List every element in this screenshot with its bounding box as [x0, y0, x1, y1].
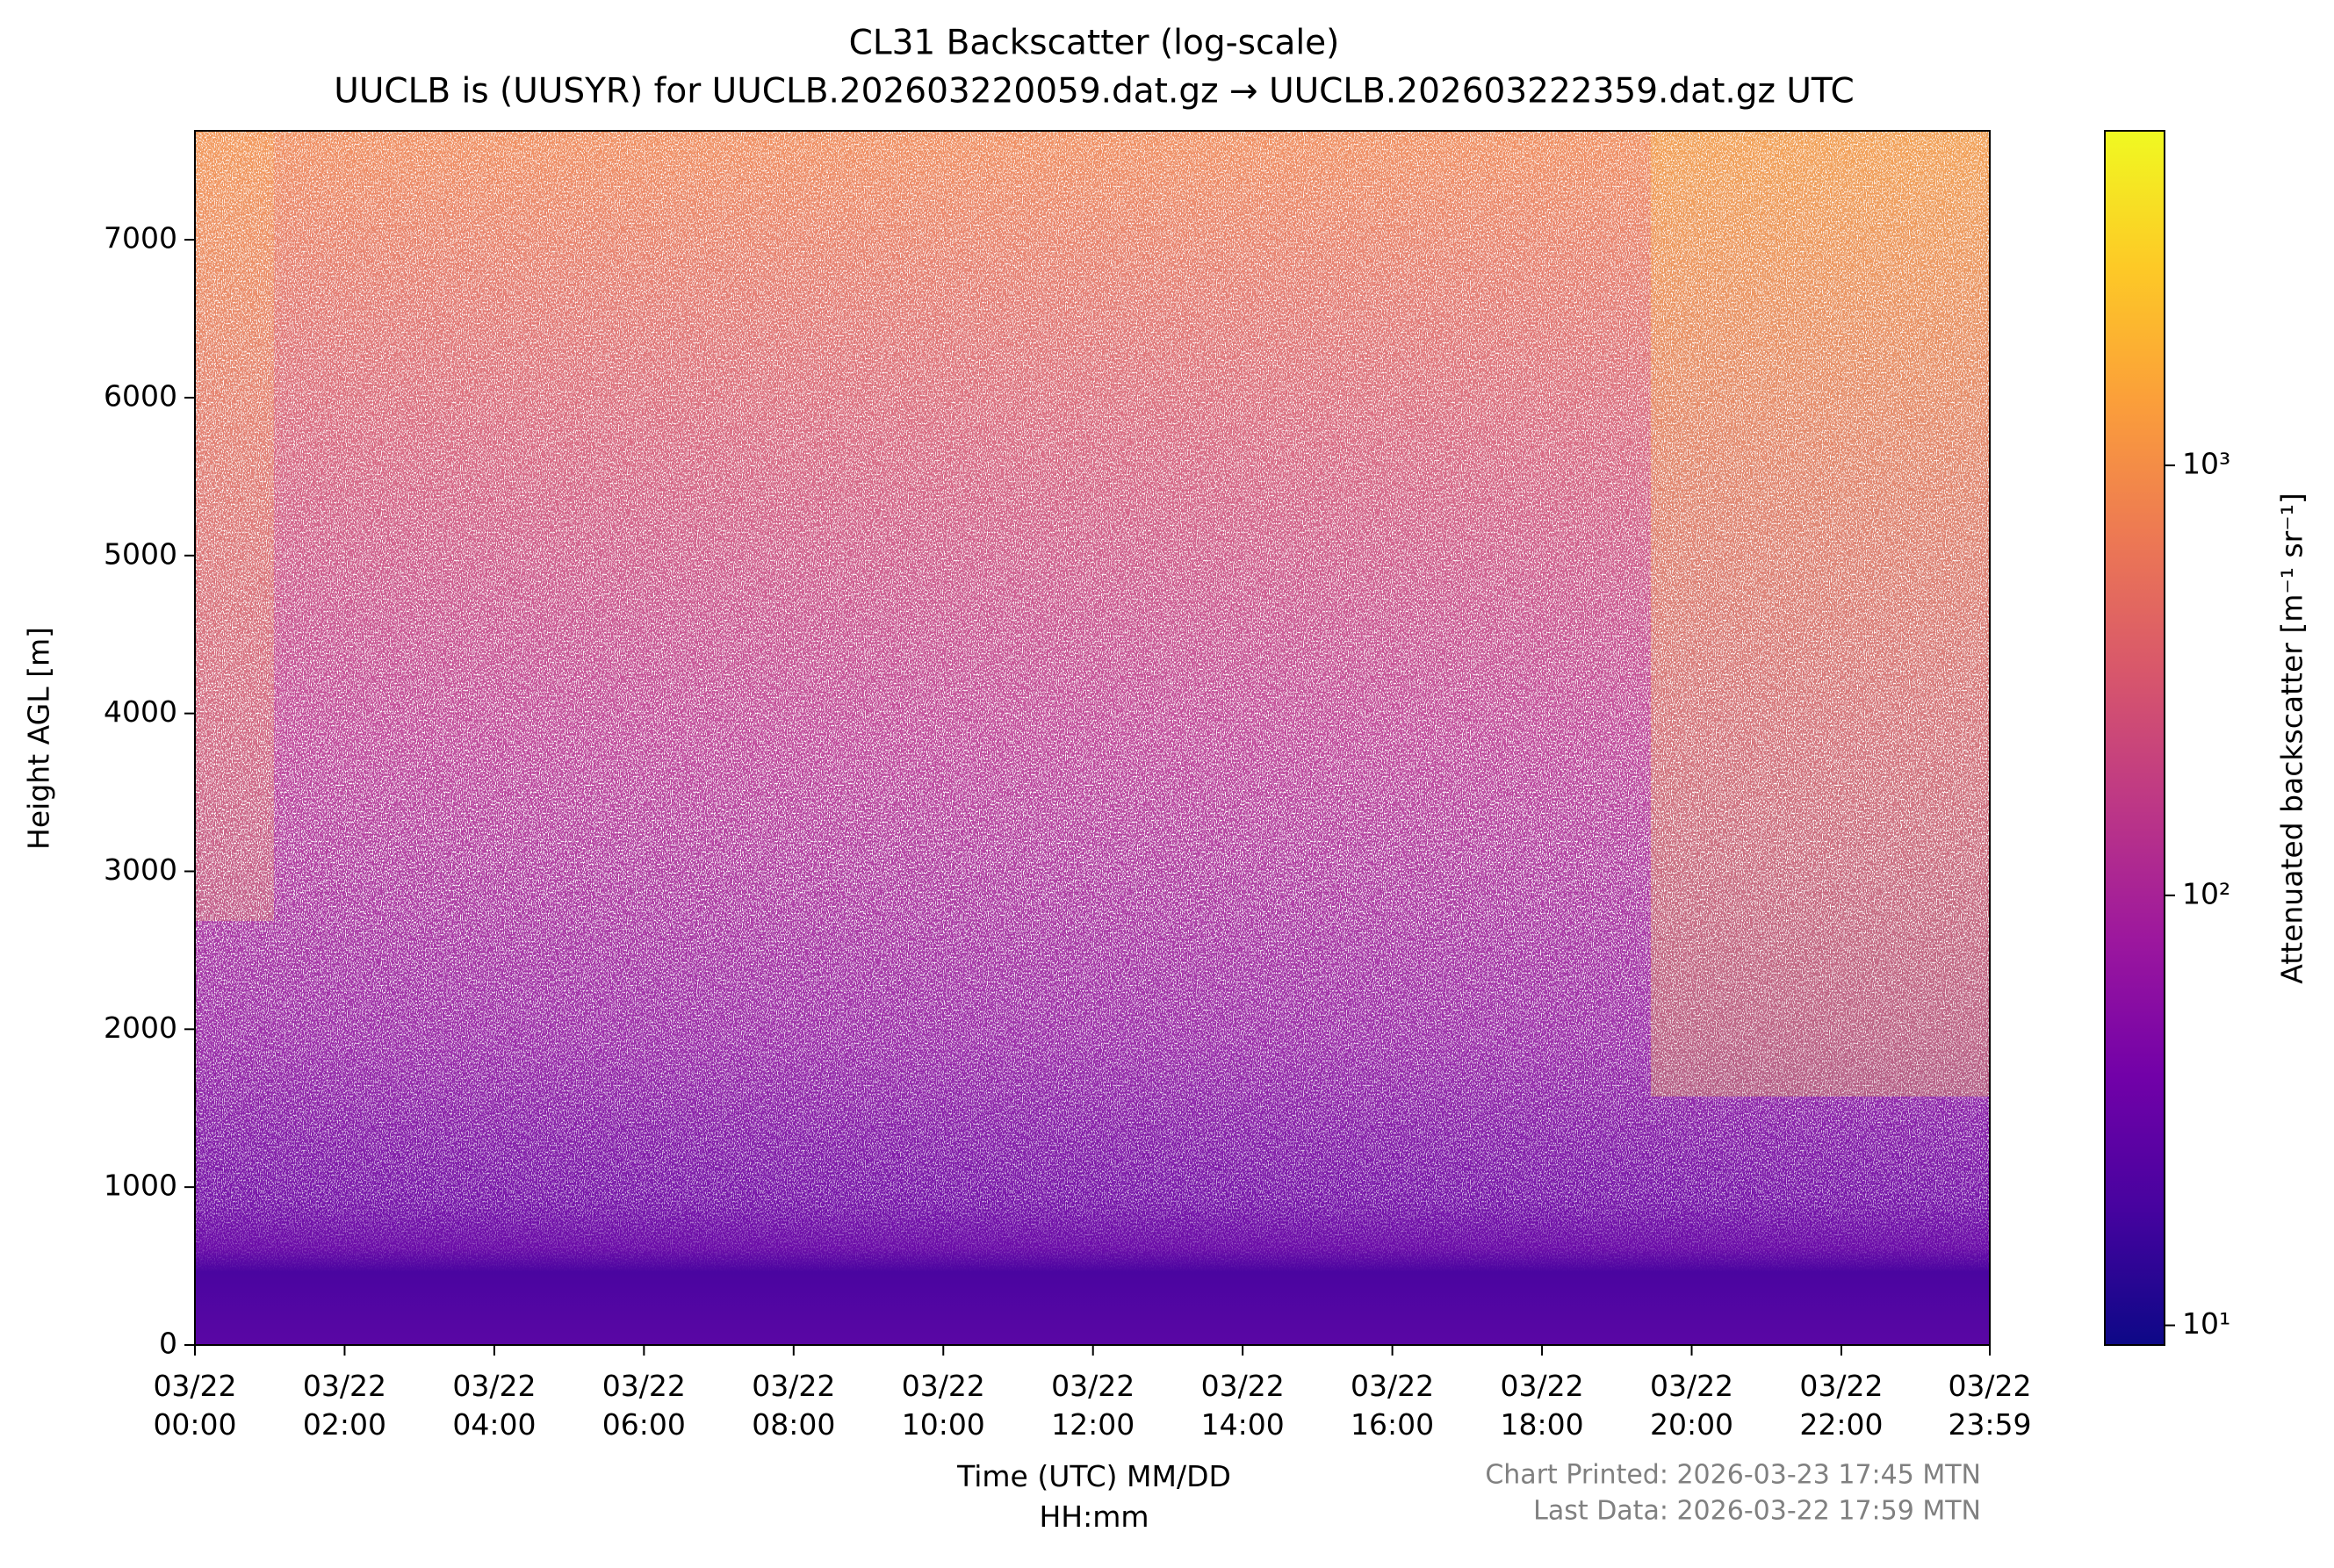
x-tick-label: 03/22 14:00: [1201, 1369, 1285, 1442]
chart-title: CL31 Backscatter (log-scale): [849, 24, 1340, 63]
colorbar-tick-label: 10²: [2182, 876, 2230, 910]
x-tick-label: 03/22 04:00: [452, 1369, 536, 1442]
y-axis-label: Height AGL [m]: [22, 627, 56, 850]
x-tick-label: 03/22 08:00: [752, 1369, 835, 1442]
x-tick-label: 03/22 12:00: [1051, 1369, 1135, 1442]
y-tick-label: 0: [159, 1327, 177, 1361]
x-tick-label: 03/22 18:00: [1501, 1369, 1584, 1442]
y-tick-label: 2000: [104, 1011, 177, 1045]
y-tick-label: 5000: [104, 536, 177, 571]
x-tick-label: 03/22 02:00: [303, 1369, 386, 1442]
x-tick-label: 03/22 20:00: [1650, 1369, 1733, 1442]
plot-area: [194, 130, 1991, 1346]
x-tick-label: 03/22 22:00: [1799, 1369, 1883, 1442]
y-tick-label: 7000: [104, 221, 177, 255]
chart-subtitle: UUCLB is (UUSYR) for UUCLB.202603220059.…: [334, 72, 1854, 111]
y-tick-label: 3000: [104, 852, 177, 887]
x-tick-label: 03/22 16:00: [1351, 1369, 1434, 1442]
footer-text: Chart Printed: 2026-03-23 17:45 MTN: [1485, 1460, 1981, 1491]
x-tick-label: 03/22 06:00: [602, 1369, 686, 1442]
y-tick-label: 1000: [104, 1169, 177, 1203]
footer-text: Last Data: 2026-03-22 17:59 MTN: [1533, 1496, 1981, 1527]
backscatter-speckle: [195, 131, 1990, 1345]
x-tick-label: 03/22 00:00: [153, 1369, 236, 1442]
colorbar: [2104, 130, 2165, 1346]
colorbar-label: Attenuated backscatter [m⁻¹ sr⁻¹]: [2275, 493, 2309, 984]
y-tick-label: 6000: [104, 378, 177, 413]
y-tick-label: 4000: [104, 694, 177, 729]
colorbar-tick-label: 10¹: [2182, 1306, 2230, 1341]
x-tick-label: 03/22 23:59: [1948, 1369, 2031, 1442]
x-tick-label: 03/22 10:00: [902, 1369, 985, 1442]
colorbar-tick-label: 10³: [2182, 447, 2230, 481]
x-axis-label: Time (UTC) MM/DD HH:mm: [956, 1459, 1231, 1534]
